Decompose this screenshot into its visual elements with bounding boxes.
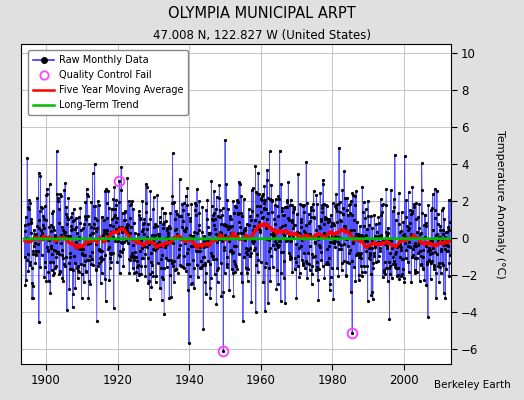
Legend: Raw Monthly Data, Quality Control Fail, Five Year Moving Average, Long-Term Tren: Raw Monthly Data, Quality Control Fail, … bbox=[28, 50, 189, 115]
Text: OLYMPIA MUNICIPAL ARPT: OLYMPIA MUNICIPAL ARPT bbox=[168, 6, 356, 21]
Text: 47.008 N, 122.827 W (United States): 47.008 N, 122.827 W (United States) bbox=[153, 29, 371, 42]
Y-axis label: Temperature Anomaly (°C): Temperature Anomaly (°C) bbox=[495, 130, 505, 278]
Text: Berkeley Earth: Berkeley Earth bbox=[434, 380, 511, 390]
